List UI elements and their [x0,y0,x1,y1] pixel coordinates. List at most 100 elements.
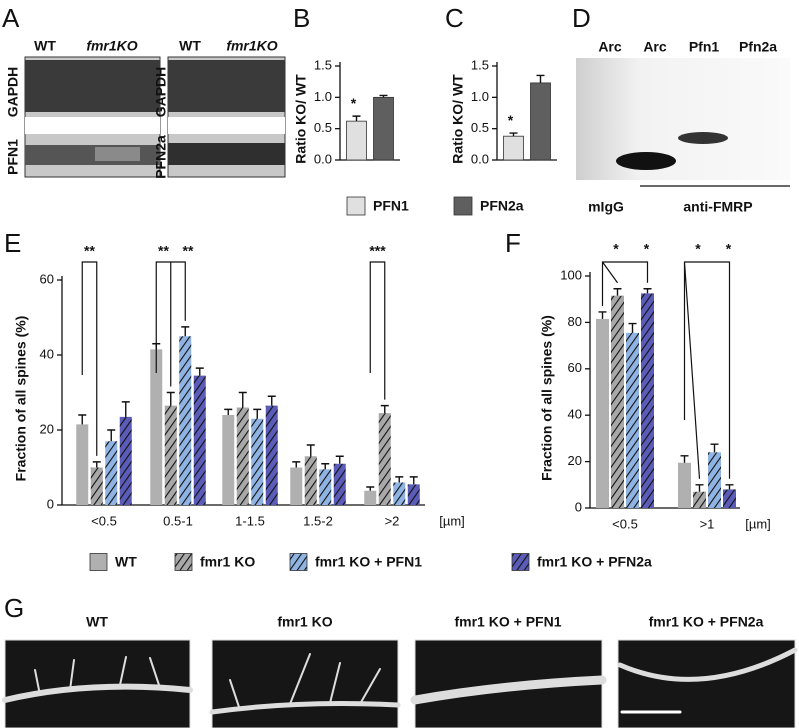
lane-label: Arc [643,39,667,55]
bar [179,336,192,505]
y-axis-label: Ratio KO/ WT [450,74,466,164]
y-tick-label: 100 [560,267,582,282]
bar [333,463,346,505]
panel-label: G [4,593,24,623]
panel-label: F [505,228,521,258]
y-tick-label: 0 [47,496,54,511]
y-tick-label: 60 [40,271,54,286]
x-tick-label: 0.5-1 [163,513,193,528]
error-bar [409,476,418,485]
antibody-label: anti-FMRP [683,199,752,215]
bar [611,295,624,508]
significance: ** [158,243,169,259]
gel-image [576,58,790,180]
error-bar [598,311,607,319]
panel-label: B [293,3,310,33]
x-tick-label: <0.5 [612,516,638,531]
x-tick-label: 1.5-2 [303,513,333,528]
bar [319,469,332,505]
bar [150,349,163,505]
legend-swatch [453,196,473,216]
error-bar [92,461,101,468]
y-tick-label: 40 [40,346,54,361]
western-blot [24,56,286,178]
panel-label: A [2,3,20,33]
bar [693,491,706,508]
error-bar [725,484,734,490]
error-bar [379,94,388,98]
panel-label: D [572,3,591,33]
error-bar [238,391,247,408]
legend-label: PFN2a [480,198,524,214]
x-unit: [µm] [745,516,771,531]
error-bar [536,74,545,83]
micrograph-label: fmr1 KO [277,614,332,630]
error-bar [395,476,404,483]
y-tick-label: 0 [575,499,582,514]
micrograph-label: WT [86,614,108,630]
lane-label: WT [34,38,56,54]
error-bar [628,322,637,333]
micrograph-label: fmr1 KO + PFN2a [649,614,764,630]
lane-label: Arc [598,39,622,55]
y-tick-label: 20 [568,453,582,468]
y-tick-label: 40 [568,407,582,422]
x-tick-label: 1-1.5 [235,513,265,528]
y-axis-label: Fraction of all spines (%) [539,315,555,481]
error-bar [695,484,704,492]
bar [530,82,551,161]
y-tick-label: 1.5 [471,57,489,72]
legend-label: fmr1 KO [200,554,255,570]
bar [641,293,654,508]
y-tick-label: 1.0 [471,89,489,104]
legend-label: fmr1 KO + PFN1 [315,554,422,570]
bracket [601,261,649,306]
legend-label: WT [115,554,137,570]
bar [105,441,118,505]
legend-swatch [89,553,108,571]
bar [723,489,736,508]
legend-label: fmr1 KO + PFN2a [537,554,652,570]
error-bar [121,401,130,417]
y-tick-label: 0.5 [314,120,332,135]
significance: * [644,241,650,257]
error-bar [292,461,301,468]
control-label: mIgG [588,199,624,215]
y-tick-label: 0.0 [314,151,332,166]
error-bar [166,391,175,406]
y-axis-label: Fraction of all spines (%) [13,316,29,482]
bar [378,413,391,505]
error-bar [78,414,87,425]
bracket [81,261,98,456]
bar [193,375,206,505]
bar [76,424,89,505]
charts: 0.0 0.5 1.0 1.5 Ratio KO/ WT * 0.0 0.5 1.0 1.5 Rat… [13,57,771,571]
error-bar [224,408,233,415]
y-tick-label: 1.5 [314,57,332,72]
significance: * [508,112,514,128]
bar [251,418,264,505]
lane-label: Pfn2a [739,39,777,55]
bar [290,467,303,505]
bracket [683,261,731,479]
bracket [369,261,386,400]
row-label: GAPDH [153,67,169,118]
error-bar [181,326,190,337]
significance: * [613,241,619,257]
panel-label: C [445,3,464,33]
error-bar [253,408,262,419]
legend-label: PFN1 [373,198,409,214]
error-bar [643,288,652,294]
y-tick-label: 80 [568,314,582,329]
error-bar [509,132,518,137]
x-unit: [µm] [439,513,465,528]
bar [364,490,377,505]
panel-label: E [4,228,21,258]
bar [236,407,249,505]
lane-label: Pfn1 [689,39,720,55]
row-label: GAPDH [5,67,21,118]
bar [678,462,691,508]
lane-label: WT [179,38,201,54]
significance: ** [84,243,95,259]
